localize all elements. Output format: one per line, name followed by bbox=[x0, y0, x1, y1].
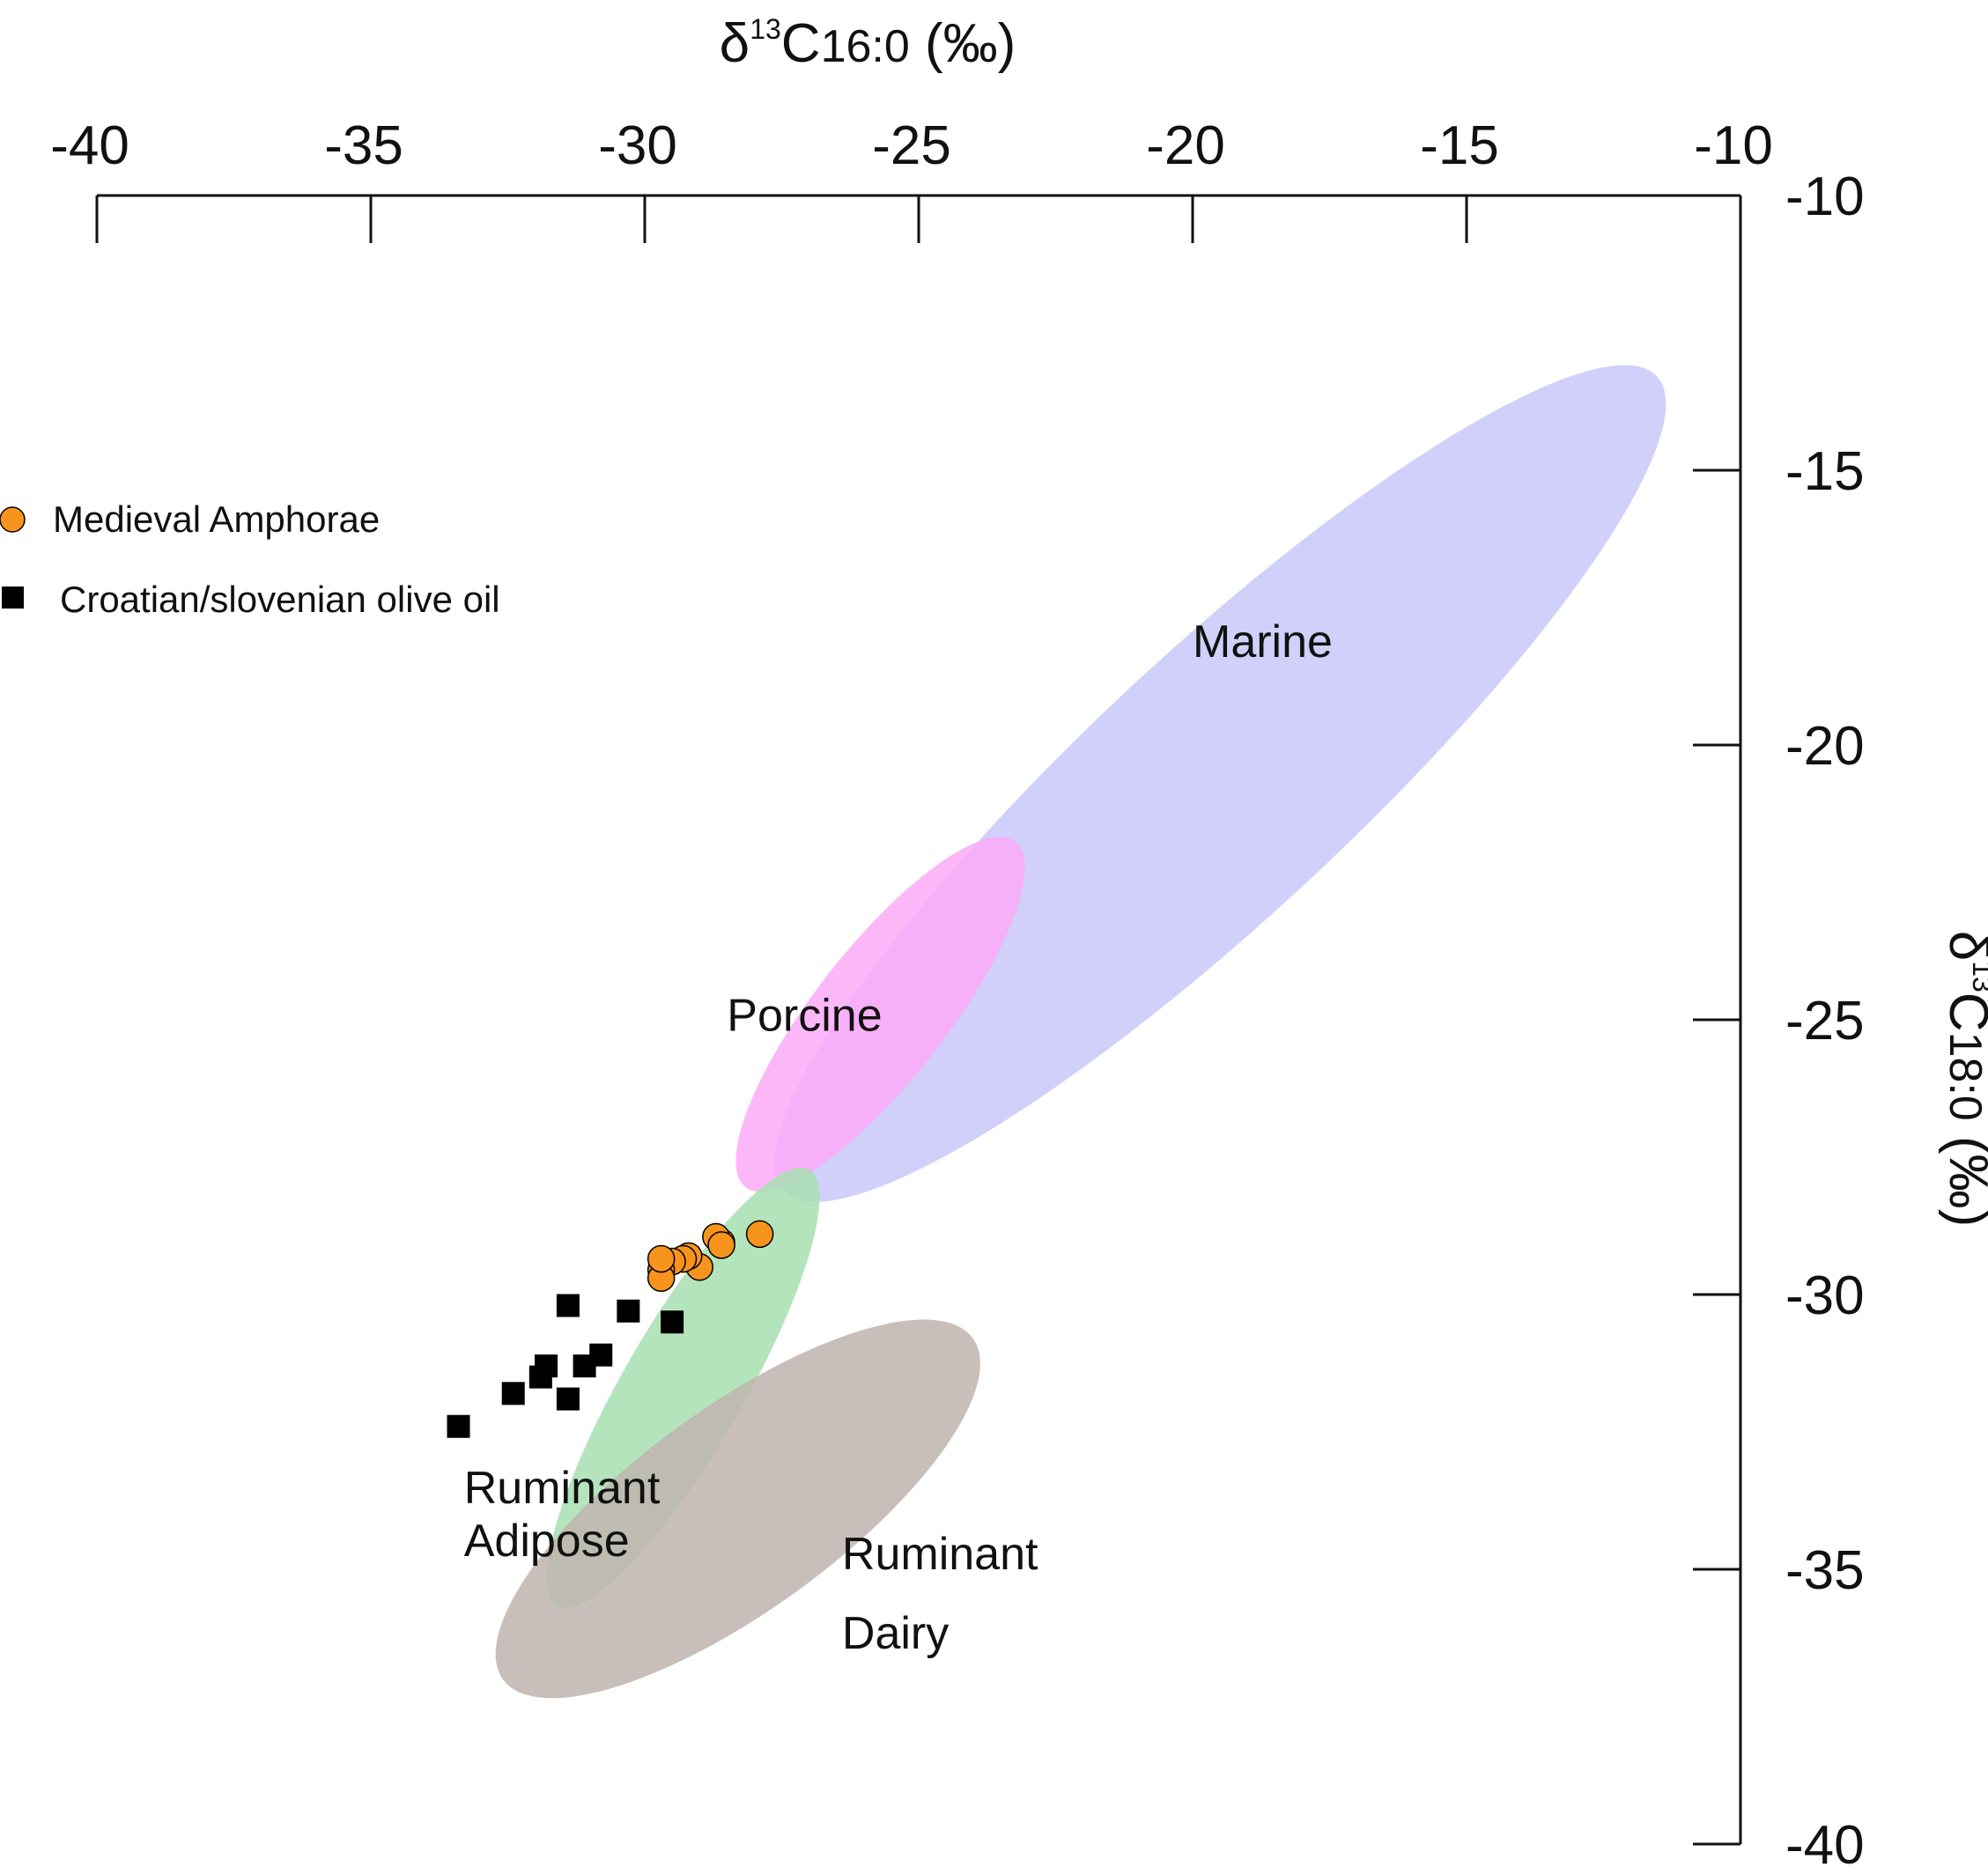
region-labels: Marine Porcine Ruminant Adipose Ruminant Dair… bbox=[464, 616, 1333, 1659]
x-tick-label: -10 bbox=[1694, 115, 1773, 176]
region-label-ruminant-dairy: Ruminant Dairy bbox=[842, 1529, 1038, 1659]
region-label-porcine: Porcine bbox=[727, 990, 882, 1041]
x-axis-title: δ13C16:0 (‰) bbox=[720, 13, 1016, 74]
region-label-ruminant-adipose: Ruminant Adipose bbox=[464, 1463, 661, 1567]
y-axis-ticks: -10 -15 -20 -25 -30 -35 -40 bbox=[1693, 166, 1865, 1874]
y-tick-label: -35 bbox=[1785, 1540, 1865, 1601]
y-tick-label: -10 bbox=[1785, 166, 1865, 227]
legend-label-olive-oil: Croatian/slovenian olive oil bbox=[60, 579, 500, 620]
point-square bbox=[617, 1299, 640, 1323]
region-porcine bbox=[735, 837, 1025, 1192]
point-circle bbox=[647, 1244, 676, 1273]
x-tick-label: -40 bbox=[50, 115, 129, 176]
y-tick-label: -20 bbox=[1785, 716, 1865, 777]
x-tick-label: -30 bbox=[598, 115, 677, 176]
data-points bbox=[447, 1220, 774, 1438]
point-square bbox=[447, 1414, 470, 1438]
point-square bbox=[501, 1382, 525, 1406]
region-ruminant-dairy bbox=[495, 1319, 980, 1699]
x-tick-label: -20 bbox=[1146, 115, 1225, 176]
y-tick-label: -25 bbox=[1785, 991, 1865, 1051]
x-tick-label: -35 bbox=[324, 115, 403, 176]
x-tick-label: -25 bbox=[872, 115, 951, 176]
point-square bbox=[528, 1365, 552, 1389]
legend-item-medieval-amphorae: Medieval Amphorae bbox=[0, 498, 380, 540]
point-square bbox=[556, 1387, 580, 1411]
legend-marker-square bbox=[2, 587, 24, 609]
region-label-marine: Marine bbox=[1193, 616, 1333, 668]
axes: -40 -35 -30 -25 -20 -15 -10 -10 -15 -20 -25 -30 -35… bbox=[50, 13, 1988, 1874]
y-tick-label: -40 bbox=[1785, 1815, 1865, 1874]
legend-item-olive-oil: Croatian/slovenian olive oil bbox=[2, 579, 500, 620]
series-medieval-amphorae bbox=[647, 1220, 774, 1293]
legend: Medieval Amphorae Croatian/slovenian oli… bbox=[0, 498, 500, 620]
legend-label-medieval-amphorae: Medieval Amphorae bbox=[53, 498, 380, 540]
region-marine bbox=[773, 365, 1667, 1202]
reference-regions bbox=[495, 365, 1667, 1699]
y-tick-label: -30 bbox=[1785, 1265, 1865, 1326]
series-croatian-slovenian-olive-oil bbox=[447, 1294, 684, 1438]
y-tick-label: -15 bbox=[1785, 441, 1865, 502]
point-circle bbox=[745, 1220, 774, 1249]
y-axis-title: δ13C18:0 (‰) bbox=[1938, 931, 1988, 1228]
point-square bbox=[573, 1354, 596, 1378]
x-axis-ticks: -40 -35 -30 -25 -20 -15 -10 bbox=[50, 115, 1773, 243]
x-tick-label: -15 bbox=[1420, 115, 1499, 176]
point-circle bbox=[707, 1231, 735, 1259]
point-square bbox=[556, 1294, 580, 1317]
legend-marker-circle bbox=[0, 506, 26, 533]
point-square bbox=[661, 1310, 684, 1334]
